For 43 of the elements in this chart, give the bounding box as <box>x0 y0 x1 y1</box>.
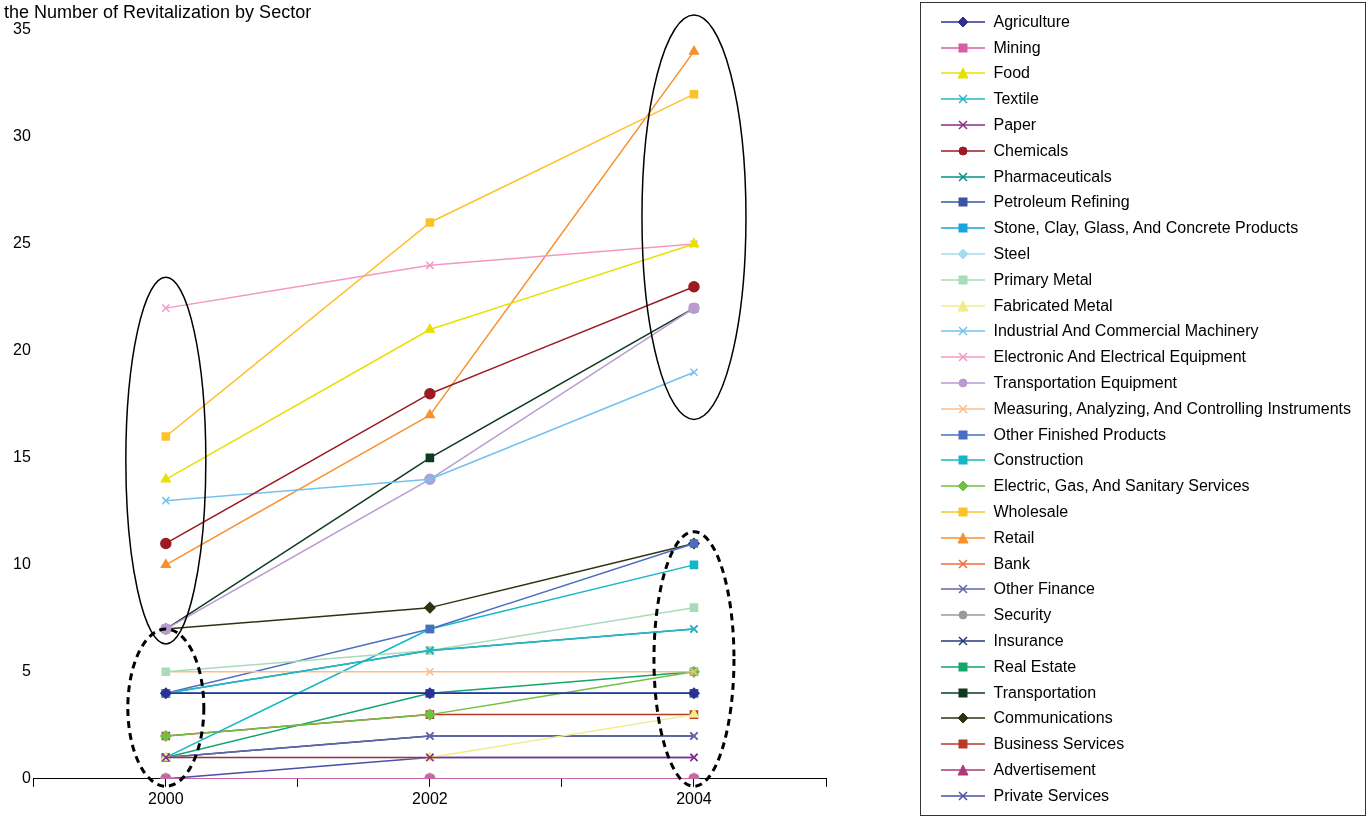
legend-label: Pharmaceuticals <box>993 167 1112 186</box>
chart-title: the Number of Revitalization by Sector <box>4 2 312 22</box>
legend-label: Real Estate <box>993 657 1077 676</box>
legend-label: Industrial And Commercial Machinery <box>993 322 1259 341</box>
legend-label: Construction <box>993 451 1084 470</box>
x-tick-label: 2002 <box>412 789 448 807</box>
x-tick-label: 2000 <box>148 789 184 807</box>
y-tick-label: 15 <box>13 448 31 466</box>
legend-label: Paper <box>993 116 1037 135</box>
legend-label: Agriculture <box>993 12 1070 31</box>
legend-label: Retail <box>993 528 1035 547</box>
legend-label: Bank <box>993 554 1030 573</box>
y-tick-label: 20 <box>13 341 31 359</box>
y-tick-label: 35 <box>13 20 31 38</box>
legend-label: Food <box>993 64 1030 83</box>
legend-label: Fabricated Metal <box>993 296 1113 315</box>
legend-label: Other Finished Products <box>993 425 1166 444</box>
legend-label: Textile <box>993 90 1039 109</box>
y-tick-label: 10 <box>13 555 31 573</box>
y-tick-label: 5 <box>21 662 31 680</box>
y-tick-label: 0 <box>21 769 31 787</box>
x-tick-label: 2004 <box>676 789 712 807</box>
legend-label: Transportation <box>993 683 1097 702</box>
legend-label: Security <box>993 606 1052 625</box>
legend-label: Private Services <box>993 786 1110 805</box>
legend-label: Electric, Gas, And Sanitary Services <box>993 477 1250 496</box>
y-tick-label: 30 <box>13 127 31 145</box>
legend-label: Stone, Clay, Glass, And Concrete Products <box>993 219 1299 238</box>
legend-label: Chemicals <box>993 141 1069 160</box>
legend-label: Measuring, Analyzing, And Controlling Instruments <box>993 399 1351 418</box>
legend-label: Petroleum Refining <box>993 193 1130 212</box>
legend-label: Mining <box>993 38 1041 57</box>
legend-label: Other Finance <box>993 580 1095 599</box>
legend-label: Advertisement <box>993 761 1096 779</box>
legend-label: Transportation Equipment <box>993 374 1177 393</box>
legend-label: Wholesale <box>993 503 1069 522</box>
legend-label: Business Services <box>993 735 1125 754</box>
legend-label: Primary Metal <box>993 270 1093 289</box>
legend-label: Insurance <box>993 632 1064 651</box>
legend-label: Electronic And Electrical Equipment <box>993 348 1247 367</box>
y-tick-label: 25 <box>13 234 31 252</box>
legend-label: Communications <box>993 709 1113 728</box>
legend-label: Steel <box>993 245 1030 264</box>
